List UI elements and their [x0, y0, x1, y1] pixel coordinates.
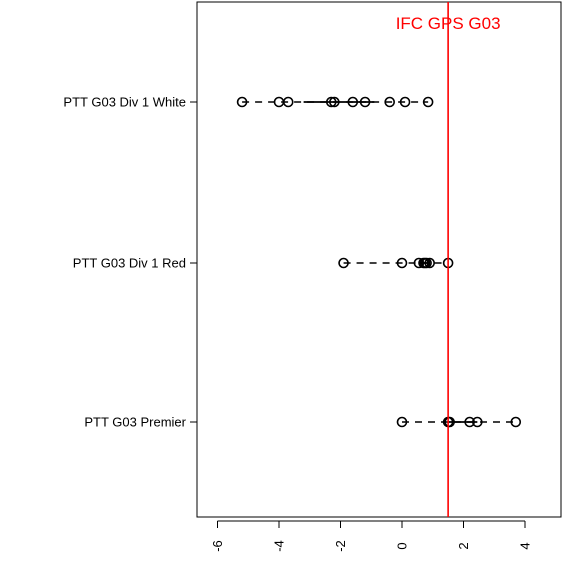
- x-tick-label: 2: [456, 542, 471, 549]
- data-point: [464, 416, 475, 428]
- data-point: [338, 257, 349, 269]
- data-point: [424, 257, 435, 269]
- x-tick-label: -2: [333, 540, 348, 552]
- data-point: [472, 416, 483, 428]
- category-label: PTT G03 Premier: [84, 415, 186, 430]
- reference-layer: IFC GPS G03: [396, 2, 501, 517]
- data-point: [236, 96, 248, 108]
- data-point: [384, 96, 396, 108]
- data-point: [421, 257, 432, 269]
- category-label: PTT G03 Div 1 White: [63, 95, 186, 110]
- data-point: [347, 96, 359, 108]
- series-row: [338, 257, 454, 269]
- x-tick-label: -4: [272, 540, 287, 552]
- x-tick-label: -6: [210, 540, 225, 552]
- data-point: [359, 96, 371, 108]
- x-tick-label: 4: [518, 542, 533, 549]
- data-point: [413, 257, 425, 269]
- data-point: [444, 416, 455, 428]
- plot-frame: [196, 1, 562, 518]
- data-point: [325, 96, 337, 108]
- category-axis: PTT G03 Div 1 White PTT G03 Div 1 Red PTT …: [63, 95, 197, 430]
- data-point: [399, 96, 411, 108]
- data-point: [510, 416, 522, 428]
- data-point: [282, 96, 294, 108]
- x-tick-label: 0: [395, 542, 410, 549]
- series-row: [396, 416, 522, 428]
- category-label: PTT G03 Div 1 Red: [73, 256, 186, 271]
- series-layer: [236, 96, 522, 428]
- data-point: [396, 257, 408, 269]
- series-row: [236, 96, 434, 108]
- data-point: [422, 96, 434, 108]
- data-point: [396, 416, 408, 428]
- data-point: [329, 96, 340, 108]
- reference-line-label: IFC GPS G03: [396, 14, 501, 33]
- x-axis: -6 -4 -2 0 2 4: [210, 520, 533, 552]
